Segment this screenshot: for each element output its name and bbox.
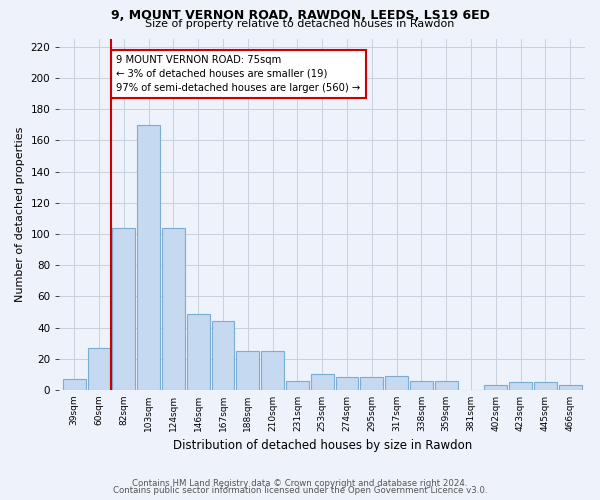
Bar <box>534 382 557 390</box>
Bar <box>559 386 581 390</box>
Bar <box>137 125 160 390</box>
Bar <box>335 378 358 390</box>
Bar <box>63 379 86 390</box>
Bar <box>212 322 235 390</box>
Text: Contains public sector information licensed under the Open Government Licence v3: Contains public sector information licen… <box>113 486 487 495</box>
Bar <box>509 382 532 390</box>
Text: 9, MOUNT VERNON ROAD, RAWDON, LEEDS, LS19 6ED: 9, MOUNT VERNON ROAD, RAWDON, LEEDS, LS1… <box>110 9 490 22</box>
Bar <box>261 351 284 390</box>
Bar <box>112 228 135 390</box>
Bar <box>435 380 458 390</box>
Bar <box>286 380 309 390</box>
Bar <box>361 378 383 390</box>
Bar <box>410 380 433 390</box>
Y-axis label: Number of detached properties: Number of detached properties <box>15 127 25 302</box>
Text: Size of property relative to detached houses in Rawdon: Size of property relative to detached ho… <box>145 19 455 29</box>
Bar <box>311 374 334 390</box>
Bar <box>484 386 507 390</box>
Bar <box>385 376 408 390</box>
Bar <box>236 351 259 390</box>
Text: Contains HM Land Registry data © Crown copyright and database right 2024.: Contains HM Land Registry data © Crown c… <box>132 478 468 488</box>
X-axis label: Distribution of detached houses by size in Rawdon: Distribution of detached houses by size … <box>173 440 472 452</box>
Bar <box>88 348 110 390</box>
Text: 9 MOUNT VERNON ROAD: 75sqm
← 3% of detached houses are smaller (19)
97% of semi-: 9 MOUNT VERNON ROAD: 75sqm ← 3% of detac… <box>116 54 361 92</box>
Bar <box>162 228 185 390</box>
Bar <box>187 314 209 390</box>
